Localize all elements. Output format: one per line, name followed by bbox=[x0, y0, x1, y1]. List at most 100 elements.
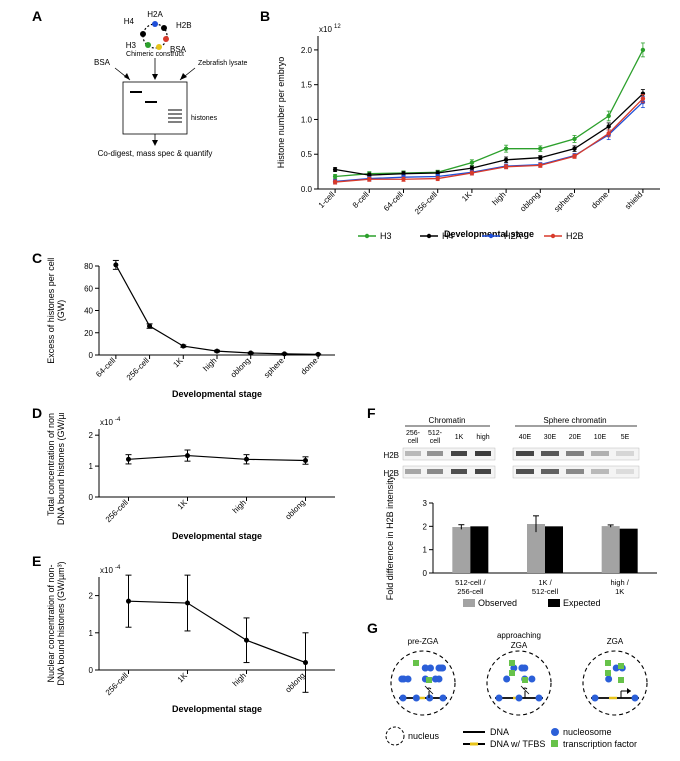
svg-text:H2A: H2A bbox=[504, 231, 522, 241]
svg-text:0: 0 bbox=[89, 351, 94, 360]
arrow-chimeric: Chimeric construct bbox=[126, 51, 184, 58]
svg-text:512-: 512- bbox=[428, 430, 443, 437]
svg-text:DNA bound histones (GW/µm³): DNA bound histones (GW/µm³) bbox=[56, 561, 66, 685]
arrow-bsa: BSA bbox=[94, 58, 111, 67]
svg-text:80: 80 bbox=[84, 262, 93, 271]
panel-e-svg: 012256-cell1Khighoblongx10-4Nuclear conc… bbox=[45, 561, 345, 716]
svg-text:64-cell: 64-cell bbox=[94, 356, 117, 379]
svg-text:high: high bbox=[231, 498, 248, 515]
svg-text:64-cell: 64-cell bbox=[382, 190, 405, 213]
svg-text:oblong: oblong bbox=[229, 356, 252, 379]
svg-text:high: high bbox=[201, 356, 218, 373]
svg-text:Total concentration of non-: Total concentration of non- bbox=[46, 413, 56, 516]
svg-text:0: 0 bbox=[89, 666, 94, 675]
hist-label-h2a: H2A bbox=[147, 10, 163, 19]
svg-text:10E: 10E bbox=[594, 434, 607, 441]
svg-text:cell: cell bbox=[430, 438, 441, 445]
svg-text:40E: 40E bbox=[519, 434, 532, 441]
panel-f-svg: ChromatinSphere chromatin256-cell512-cel… bbox=[375, 413, 667, 623]
svg-text:Nuclear concentration of non-: Nuclear concentration of non- bbox=[46, 564, 56, 682]
panel-d-svg: 012256-cell1Khighoblongx10-4Total concen… bbox=[45, 413, 345, 543]
svg-text:x10: x10 bbox=[100, 418, 113, 427]
panel-f: ChromatinSphere chromatin256-cell512-cel… bbox=[375, 413, 667, 623]
svg-text:20: 20 bbox=[84, 329, 93, 338]
panel-g-svg: pre-ZGAapproachingZGAZGAnucleusDNADNA w/… bbox=[375, 628, 667, 756]
svg-text:40: 40 bbox=[84, 307, 93, 316]
svg-text:sphere: sphere bbox=[262, 356, 286, 380]
panel-label-a: A bbox=[32, 8, 42, 24]
svg-text:DNA bound histones (GW/µm³): DNA bound histones (GW/µm³) bbox=[56, 413, 66, 525]
svg-text:high: high bbox=[490, 190, 507, 207]
svg-text:nucleus: nucleus bbox=[408, 731, 440, 741]
svg-text:-4: -4 bbox=[115, 417, 121, 423]
panel-b: 0.00.51.01.52.01-cell8-cell64-cell256-ce… bbox=[270, 18, 670, 243]
svg-text:2: 2 bbox=[423, 522, 428, 531]
svg-text:1: 1 bbox=[89, 629, 94, 638]
svg-text:256-: 256- bbox=[406, 430, 421, 437]
svg-text:Expected: Expected bbox=[563, 598, 601, 608]
svg-text:cell: cell bbox=[408, 438, 419, 445]
svg-text:0.0: 0.0 bbox=[301, 185, 313, 194]
svg-text:ZGA: ZGA bbox=[607, 637, 624, 646]
svg-text:approaching: approaching bbox=[497, 631, 541, 640]
svg-text:256-cell: 256-cell bbox=[457, 587, 484, 596]
svg-text:5E: 5E bbox=[621, 434, 630, 441]
svg-text:x10: x10 bbox=[319, 25, 332, 34]
svg-text:Excess of histones per cell: Excess of histones per cell bbox=[46, 258, 56, 364]
panel-e: 012256-cell1Khighoblongx10-4Nuclear conc… bbox=[45, 561, 345, 716]
svg-text:Fold difference in H2B intensi: Fold difference in H2B intensity bbox=[385, 475, 395, 600]
svg-text:1: 1 bbox=[89, 462, 94, 471]
codigest-label: Co-digest, mass spec & quantify bbox=[98, 149, 213, 158]
hist-label-h4: H4 bbox=[124, 17, 135, 26]
svg-text:H2B: H2B bbox=[566, 231, 584, 241]
svg-text:oblong: oblong bbox=[284, 498, 307, 521]
svg-text:256-cell: 256-cell bbox=[104, 671, 130, 697]
svg-text:2.0: 2.0 bbox=[301, 46, 313, 55]
svg-text:(GW): (GW) bbox=[56, 300, 66, 322]
svg-text:high: high bbox=[476, 434, 489, 441]
panel-g: pre-ZGAapproachingZGAZGAnucleusDNADNA w/… bbox=[375, 628, 667, 756]
svg-text:1-cell: 1-cell bbox=[317, 190, 337, 210]
svg-text:3: 3 bbox=[423, 499, 428, 508]
svg-text:256-cell: 256-cell bbox=[413, 190, 439, 216]
svg-text:512-cell: 512-cell bbox=[532, 587, 559, 596]
svg-text:2: 2 bbox=[89, 431, 94, 440]
svg-text:-4: -4 bbox=[115, 565, 121, 571]
svg-text:oblong: oblong bbox=[284, 671, 307, 694]
svg-text:pre-ZGA: pre-ZGA bbox=[408, 637, 439, 646]
svg-text:Observed: Observed bbox=[478, 598, 517, 608]
svg-text:sphere: sphere bbox=[552, 190, 576, 214]
svg-text:Developmental stage: Developmental stage bbox=[172, 531, 262, 541]
panel-c-svg: 02040608064-cell256-cell1Khighoblongsphe… bbox=[45, 258, 345, 401]
svg-text:8-cell: 8-cell bbox=[351, 190, 371, 210]
svg-text:512-cell /: 512-cell / bbox=[455, 578, 486, 587]
arrow-zebrafish: Zebrafish lysate bbox=[198, 60, 248, 67]
svg-text:H4: H4 bbox=[442, 231, 454, 241]
panel-a: H2A H4 H2B H3 BSA BSA Chimeric construct… bbox=[60, 10, 250, 160]
svg-text:shield: shield bbox=[623, 190, 644, 211]
svg-text:x10: x10 bbox=[100, 566, 113, 575]
svg-text:0: 0 bbox=[423, 569, 428, 578]
svg-text:0: 0 bbox=[89, 493, 94, 502]
svg-text:DNA w/ TFBS: DNA w/ TFBS bbox=[490, 739, 545, 749]
hist-label-h3: H3 bbox=[126, 41, 137, 50]
panel-label-c: C bbox=[32, 250, 42, 266]
hist-label-h2b: H2B bbox=[176, 21, 192, 30]
svg-text:256-cell: 256-cell bbox=[104, 498, 130, 524]
svg-text:H3: H3 bbox=[380, 231, 392, 241]
panel-b-svg: 0.00.51.01.52.01-cell8-cell64-cell256-ce… bbox=[270, 18, 670, 243]
svg-text:high: high bbox=[231, 671, 248, 688]
histones-label: histones bbox=[191, 115, 218, 122]
svg-text:1.0: 1.0 bbox=[301, 115, 313, 124]
svg-text:transcription factor: transcription factor bbox=[563, 739, 637, 749]
svg-text:ZGA: ZGA bbox=[511, 641, 528, 650]
svg-text:1K: 1K bbox=[615, 587, 624, 596]
panel-c: 02040608064-cell256-cell1Khighoblongsphe… bbox=[45, 258, 345, 401]
svg-text:Developmental stage: Developmental stage bbox=[172, 704, 262, 714]
svg-text:1.5: 1.5 bbox=[301, 81, 313, 90]
svg-text:Chromatin: Chromatin bbox=[429, 416, 466, 425]
svg-text:Histone number per embryo: Histone number per embryo bbox=[276, 57, 286, 169]
svg-text:dome: dome bbox=[590, 190, 611, 211]
svg-text:60: 60 bbox=[84, 284, 93, 293]
svg-text:high /: high / bbox=[610, 578, 629, 587]
